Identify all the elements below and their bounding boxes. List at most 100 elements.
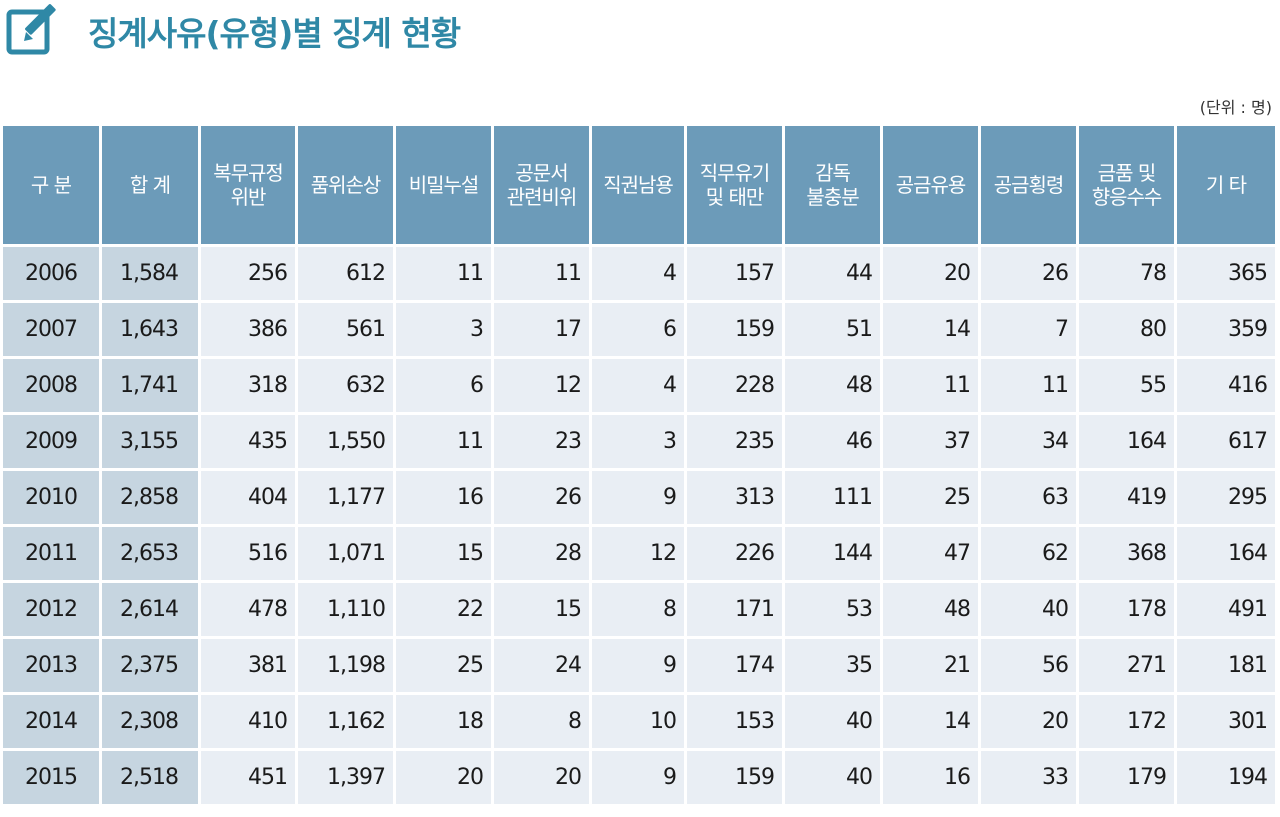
- table-cell: 516: [201, 527, 295, 583]
- table-cell: 157: [687, 247, 782, 303]
- column-header-line: 품위손상: [310, 173, 382, 197]
- table-cell: 1,071: [298, 527, 393, 583]
- table-cell: 53: [785, 583, 880, 639]
- table-row: 2008 1,741 318 632 6 12 4 228 48 11 11 55 416: [3, 359, 1275, 415]
- table-cell: 478: [201, 583, 295, 639]
- table-cell: 8: [592, 583, 684, 639]
- total-cell: 2,518: [102, 751, 198, 807]
- table-cell: 8: [494, 695, 589, 751]
- column-header-line: 불충분: [806, 185, 859, 209]
- table-cell: 365: [1177, 247, 1275, 303]
- column-header-line: 구 분: [30, 173, 72, 197]
- table-row: 2007 1,643 386 561 3 17 6 159 51 14 7 80 359: [3, 303, 1275, 359]
- table-cell: 4: [592, 247, 684, 303]
- table-cell: 295: [1177, 471, 1275, 527]
- table-cell: 47: [883, 527, 978, 583]
- table-row: 2011 2,653 516 1,071 15 28 12 226 144 47 62 368 164: [3, 527, 1275, 583]
- year-cell: 2009: [3, 415, 99, 471]
- title-bar: 징계사유(유형)별 징계 현황: [6, 2, 461, 60]
- table-cell: 174: [687, 639, 782, 695]
- table-cell: 1,550: [298, 415, 393, 471]
- unit-label: (단위 : 명): [1199, 98, 1272, 117]
- table-cell: 617: [1177, 415, 1275, 471]
- table-cell: 359: [1177, 303, 1275, 359]
- table-cell: 3: [396, 303, 491, 359]
- table-cell: 11: [396, 415, 491, 471]
- table-cell: 159: [687, 303, 782, 359]
- year-cell: 2007: [3, 303, 99, 359]
- table-row: 2006 1,584 256 612 11 11 4 157 44 20 26 78 365: [3, 247, 1275, 303]
- table-cell: 561: [298, 303, 393, 359]
- column-header: 감독 불충분: [785, 126, 880, 247]
- total-cell: 2,653: [102, 527, 198, 583]
- table-cell: 164: [1177, 527, 1275, 583]
- table-cell: 40: [785, 695, 880, 751]
- table-cell: 44: [785, 247, 880, 303]
- table-cell: 10: [592, 695, 684, 751]
- table-cell: 11: [396, 247, 491, 303]
- year-cell: 2015: [3, 751, 99, 807]
- table-cell: 164: [1079, 415, 1174, 471]
- table-cell: 15: [494, 583, 589, 639]
- table-cell: 80: [1079, 303, 1174, 359]
- table-cell: 17: [494, 303, 589, 359]
- total-cell: 2,614: [102, 583, 198, 639]
- table-cell: 35: [785, 639, 880, 695]
- table-cell: 632: [298, 359, 393, 415]
- table-cell: 23: [494, 415, 589, 471]
- table-cell: 301: [1177, 695, 1275, 751]
- table-cell: 46: [785, 415, 880, 471]
- table-cell: 16: [883, 751, 978, 807]
- column-header: 금품 및 향응수수: [1079, 126, 1174, 247]
- table-cell: 48: [785, 359, 880, 415]
- table-cell: 78: [1079, 247, 1174, 303]
- table-cell: 26: [981, 247, 1076, 303]
- table-cell: 40: [785, 751, 880, 807]
- column-header-line: 직무유기: [699, 161, 771, 185]
- column-header-line: 기 타: [1205, 173, 1247, 197]
- table-cell: 62: [981, 527, 1076, 583]
- table-cell: 416: [1177, 359, 1275, 415]
- table-cell: 21: [883, 639, 978, 695]
- table-cell: 63: [981, 471, 1076, 527]
- table-cell: 313: [687, 471, 782, 527]
- column-header: 합 계: [102, 126, 198, 247]
- table-cell: 56: [981, 639, 1076, 695]
- table-cell: 111: [785, 471, 880, 527]
- table-cell: 18: [396, 695, 491, 751]
- table-cell: 404: [201, 471, 295, 527]
- table-cell: 9: [592, 639, 684, 695]
- column-header-line: 복무규정: [213, 161, 284, 185]
- table-row: 2012 2,614 478 1,110 22 15 8 171 53 48 40 178 491: [3, 583, 1275, 639]
- table-cell: 28: [494, 527, 589, 583]
- year-cell: 2010: [3, 471, 99, 527]
- column-header-line: 비밀누설: [408, 173, 480, 197]
- table-cell: 256: [201, 247, 295, 303]
- table-row: 2009 3,155 435 1,550 11 23 3 235 46 37 34 164 617: [3, 415, 1275, 471]
- table-cell: 1,397: [298, 751, 393, 807]
- table-cell: 12: [592, 527, 684, 583]
- table-cell: 612: [298, 247, 393, 303]
- table-cell: 51: [785, 303, 880, 359]
- column-header: 복무규정 위반: [201, 126, 295, 247]
- column-header-line: 공금유용: [895, 173, 967, 197]
- table-cell: 22: [396, 583, 491, 639]
- table-cell: 419: [1079, 471, 1174, 527]
- table-cell: 226: [687, 527, 782, 583]
- year-cell: 2014: [3, 695, 99, 751]
- table-cell: 33: [981, 751, 1076, 807]
- table-cell: 1,162: [298, 695, 393, 751]
- column-header: 직무유기 및 태만: [687, 126, 782, 247]
- table-cell: 435: [201, 415, 295, 471]
- table-cell: 25: [396, 639, 491, 695]
- table-cell: 14: [883, 695, 978, 751]
- column-header-line: 위반: [230, 185, 267, 209]
- table-cell: 6: [592, 303, 684, 359]
- table-cell: 228: [687, 359, 782, 415]
- table-cell: 16: [396, 471, 491, 527]
- year-cell: 2006: [3, 247, 99, 303]
- year-cell: 2013: [3, 639, 99, 695]
- table-cell: 368: [1079, 527, 1174, 583]
- table-cell: 15: [396, 527, 491, 583]
